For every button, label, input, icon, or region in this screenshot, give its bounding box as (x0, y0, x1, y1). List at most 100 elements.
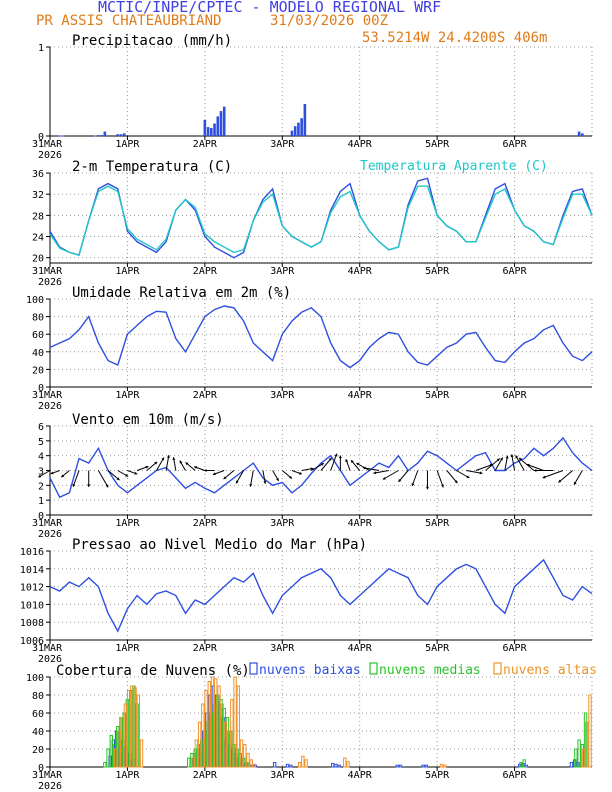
header-location: PR ASSIS CHATEAUBRIAND (36, 13, 221, 29)
precip-bar (293, 126, 297, 136)
cloud-bar (187, 757, 191, 768)
x-tick-label: 3APR (270, 266, 295, 277)
wind-vector (485, 458, 501, 471)
cloud-bar (346, 761, 350, 768)
x-tick-label: 5APR (425, 643, 450, 654)
cloud-bar (191, 757, 195, 768)
wind-vector-head (505, 455, 509, 459)
x-tick-label: 6APR (503, 390, 528, 401)
y-tick-label: 100 (26, 295, 44, 306)
legend-swatch (369, 662, 378, 675)
cloud-bar (133, 687, 137, 768)
wind-vector-head (87, 484, 91, 487)
precip-bar (97, 135, 100, 137)
cloud-bar (120, 717, 124, 768)
y-tick-label: 1006 (20, 636, 44, 647)
x-tick-label: 3APR (270, 643, 295, 654)
y-tick-label: 40 (32, 348, 44, 359)
y-tick-label: 0 (38, 383, 44, 394)
y-tick-label: 1008 (20, 618, 44, 629)
precip-bar (203, 119, 207, 136)
wind-vector-head (134, 471, 138, 475)
x-tick-label: 3APR (270, 518, 295, 529)
wind-vector-head (185, 462, 189, 466)
x-tick-label: 4APR (348, 770, 373, 781)
cloud-bar (577, 739, 581, 768)
wind-vector-head (500, 457, 503, 461)
precip-bar (103, 131, 107, 136)
cloud-bar (230, 699, 234, 768)
series-line (49, 558, 593, 633)
panel-temp: 20 24 28 32 36 31MAR 1APR 2APR 3APR 4APR 5APR 6APR 2… (32, 159, 593, 288)
wind-vector-head (263, 480, 267, 484)
cloud-bar (252, 763, 257, 768)
wind-vector (411, 470, 419, 487)
x-tick-label: 4APR (348, 518, 373, 529)
y-tick-label: 80 (32, 313, 44, 324)
x-tick-label: 1APR (115, 770, 140, 781)
x-year-label: 2026 (38, 529, 62, 540)
wind-vector-head (334, 453, 338, 457)
y-tick-label: 100 (26, 673, 44, 684)
x-year-label: 2026 (38, 150, 62, 161)
x-tick-label: 2APR (193, 139, 218, 150)
cloud-bar (204, 690, 208, 768)
x-tick-label: 5APR (425, 266, 450, 277)
precip-bar (213, 123, 216, 136)
wind-vector (362, 467, 380, 471)
wind-vector-head (351, 460, 354, 464)
x-tick-label: 3APR (270, 770, 295, 781)
cloud-bar (136, 694, 141, 768)
wind-vector-head (533, 468, 537, 473)
series-line (49, 305, 593, 369)
precip-bar (219, 111, 223, 136)
cloud-bar (297, 762, 302, 768)
wind-vector-head (411, 483, 415, 487)
wind-vector-head (166, 455, 170, 458)
wind-vector (249, 470, 254, 487)
wind-vector-head (161, 457, 165, 461)
y-tick-label: 20 (32, 254, 44, 265)
wind-vector-head (496, 458, 500, 462)
cloud-bar (236, 685, 241, 768)
precip-bar (119, 134, 123, 136)
y-tick-label: 1 (38, 43, 44, 54)
panel-title: Vento em 10m (m/s) (72, 412, 224, 428)
cloud-bar (239, 739, 244, 768)
wind-vector (330, 453, 338, 471)
cloud-bar (301, 755, 305, 768)
y-tick-label: 3 (38, 467, 44, 478)
y-tick-label: 0 (38, 511, 44, 522)
wind-vector (526, 463, 544, 471)
wind-vector-head (212, 472, 216, 476)
wind-vector-head (116, 477, 120, 481)
cloud-bar (139, 739, 144, 768)
wind-vector-head (105, 484, 109, 488)
cloud-bar (117, 730, 121, 768)
x-tick-label: 5APR (425, 518, 450, 529)
series-line (49, 436, 593, 499)
x-tick-label: 31MAR (32, 139, 63, 150)
wind-vector (515, 455, 525, 471)
cloud-bar (519, 762, 523, 768)
cloud-bar (439, 763, 444, 768)
precip-bar (206, 127, 210, 136)
wind-vector-head (298, 471, 302, 475)
series-line (49, 185, 593, 256)
header-title: MCTIC/INPE/CPTEC - MODELO REGIONAL WRF (98, 0, 441, 16)
panel-title: Cobertura de Nuvens (%) (56, 663, 250, 679)
wind-vector-head (61, 474, 65, 478)
wind-vector (542, 470, 564, 479)
y-tick-label: 1014 (20, 565, 44, 576)
cloud-bar (581, 748, 586, 768)
precip-bar (116, 134, 120, 136)
wind-vector (466, 470, 483, 474)
x-tick-label: 31MAR (32, 643, 63, 654)
cloud-bar (588, 694, 592, 768)
x-tick-label: 2APR (193, 266, 218, 277)
x-tick-label: 2APR (193, 390, 218, 401)
series-line (49, 177, 593, 259)
legend-swatch (249, 662, 258, 675)
wind-vector-head (373, 471, 377, 475)
